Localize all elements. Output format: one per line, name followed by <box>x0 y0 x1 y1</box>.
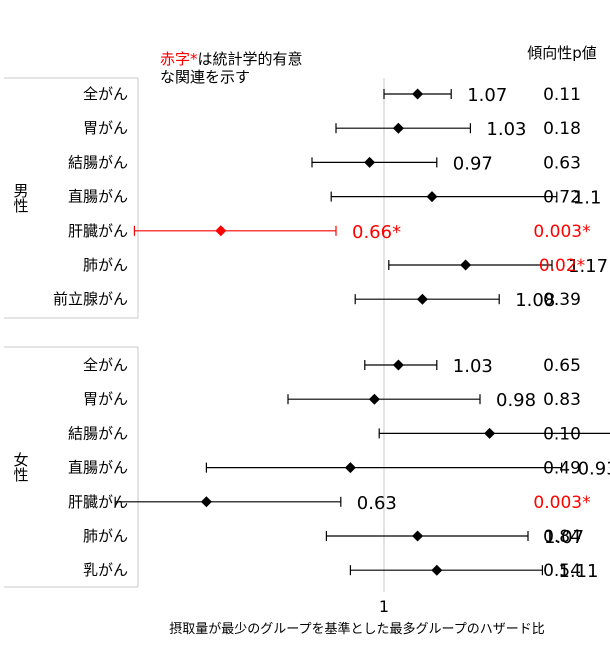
hr-value-label: 1.03 <box>486 119 526 140</box>
forest-row: 直腸がん 0.930.49 <box>68 459 610 480</box>
hr-point-marker <box>368 393 380 405</box>
group-label: 男性 <box>12 183 30 213</box>
p-value-label: 0.11 <box>543 85 581 105</box>
forest-row: 肝臓がん 0.63 0.003* <box>68 493 591 514</box>
row-label: 胃がん <box>83 390 128 408</box>
forest-row: 直腸がん 1.10.72 <box>68 188 601 209</box>
forest-row: 乳がん 1.110.54 <box>83 561 598 582</box>
x-axis-label: 摂取量が最少のグループを基準とした最多グループのハザード比 <box>169 621 544 637</box>
forest-row: 結腸がん 0.97 0.63 <box>68 153 581 174</box>
row-label: 結腸がん <box>68 153 128 171</box>
p-value-label: 0.39 <box>543 290 581 310</box>
forest-row: 前立腺がん 1.080.39 <box>53 290 581 311</box>
row-label: 肺がん <box>83 527 128 545</box>
hr-point-marker <box>431 564 443 576</box>
group-label-frame <box>4 77 139 588</box>
row-label: 全がん <box>83 356 128 374</box>
hr-point-marker <box>426 191 438 203</box>
significance-note-rest: は統計学的有意 <box>198 50 303 68</box>
forest-row: 結腸がん1.220.10 <box>68 424 610 444</box>
hr-value-label: 1.03 <box>453 356 493 377</box>
hr-value-label: 0.63 <box>357 493 397 514</box>
hr-value-label: 0.93 <box>578 459 610 480</box>
significance-note-red: 赤字* <box>160 50 198 68</box>
row-label: 肝臓がん <box>68 493 128 511</box>
x-tick-label: 1 <box>379 597 389 616</box>
row-label: 結腸がん <box>68 424 128 442</box>
hr-point-marker <box>392 122 404 134</box>
hr-point-marker <box>412 530 424 542</box>
p-value-label: 0.84 <box>543 527 581 547</box>
significance-note-line2: な関連を示す <box>160 68 250 86</box>
forest-row: 肺がん 1.070.84 <box>83 527 584 548</box>
row-label: 直腸がん <box>68 188 128 206</box>
p-value-label: 0.18 <box>543 119 581 139</box>
pvalue-column-header: 傾向性p値 <box>527 44 597 62</box>
hr-value-label: 1.17 <box>568 256 608 277</box>
hr-point-marker <box>200 496 212 508</box>
hr-point-marker <box>364 156 376 168</box>
p-value-label: 0.65 <box>543 356 581 376</box>
group-label: 女性 <box>12 451 30 482</box>
forest-row: 全がん 1.03 0.65 <box>83 356 581 377</box>
hr-value-label: 1.08 <box>515 290 555 311</box>
row-label: 全がん <box>83 85 128 103</box>
row-label: 直腸がん <box>68 459 128 477</box>
p-value-label: 0.54 <box>543 561 581 581</box>
row-label: 胃がん <box>83 119 128 137</box>
significance-note-line1: 赤字*は統計学的有意 <box>160 50 303 68</box>
row-label: 前立腺がん <box>53 290 128 308</box>
hr-point-marker <box>416 293 428 305</box>
p-value-label: 0.83 <box>543 390 581 410</box>
hr-value-label: 1.1 <box>573 188 602 209</box>
hr-point-marker <box>484 427 496 439</box>
hr-point-marker <box>412 88 424 100</box>
row-label: 乳がん <box>83 561 128 579</box>
forest-row: 肝臓がん 0.66* 0.003* <box>68 222 591 243</box>
row-label: 肝臓がん <box>68 222 128 240</box>
hr-point-marker <box>460 259 472 271</box>
hr-value-label: 1.07 <box>544 527 584 548</box>
forest-row: 胃がん 1.03 0.18 <box>83 119 581 140</box>
p-value-label: 0.003* <box>533 493 590 513</box>
hr-value-label: 0.98 <box>496 390 536 411</box>
p-value-label: 0.63 <box>543 153 581 173</box>
p-value-label: 0.72 <box>543 188 581 208</box>
hr-value-label: 0.66* <box>352 222 401 243</box>
hr-point-marker <box>215 225 227 237</box>
p-value-label: 0.02* <box>539 256 585 276</box>
forest-row: 肺がん 1.170.02* <box>83 256 608 277</box>
p-value-label: 0.10 <box>543 424 581 444</box>
forest-row: 全がん 1.07 0.11 <box>83 85 581 106</box>
hr-value-label: 1.07 <box>467 85 507 106</box>
p-value-label: 0.49 <box>543 459 581 479</box>
forest-row: 胃がん 0.98 0.83 <box>83 390 581 411</box>
hr-point-marker <box>344 462 356 474</box>
p-value-label: 0.003* <box>533 222 590 242</box>
hr-value-label: 0.97 <box>453 153 493 174</box>
row-label: 肺がん <box>83 256 128 274</box>
hr-value-label: 1.11 <box>558 561 598 582</box>
hr-point-marker <box>392 359 404 371</box>
